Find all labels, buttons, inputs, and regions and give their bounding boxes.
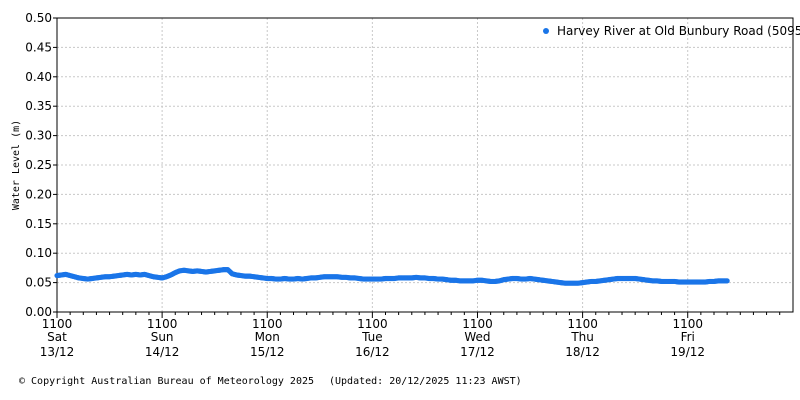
x-tick-time-label: 1100 xyxy=(357,317,388,331)
x-tick-date-label: 14/12 xyxy=(145,345,180,359)
legend-marker xyxy=(543,28,549,34)
x-tick-date-label: 19/12 xyxy=(670,345,705,359)
copyright-text: © Copyright Australian Bureau of Meteoro… xyxy=(19,376,314,387)
y-tick-label: 0.15 xyxy=(25,217,52,231)
x-tick-day-label: Thu xyxy=(570,330,594,344)
x-tick-day-label: Sat xyxy=(47,330,67,344)
y-tick-label: 0.25 xyxy=(25,158,52,172)
x-tick-day-label: Sun xyxy=(151,330,174,344)
x-tick-time-label: 1100 xyxy=(252,317,283,331)
y-tick-label: 0.45 xyxy=(25,40,52,54)
x-tick-time-label: 1100 xyxy=(462,317,493,331)
y-tick-label: 0.50 xyxy=(25,11,52,25)
x-tick-time-label: 1100 xyxy=(147,317,178,331)
x-tick-day-label: Mon xyxy=(255,330,280,344)
x-tick-date-label: 15/12 xyxy=(250,345,285,359)
y-tick-label: 0.35 xyxy=(25,99,52,113)
y-tick-label: 0.40 xyxy=(25,70,52,84)
y-tick-label: 0.10 xyxy=(25,246,52,260)
data-point xyxy=(724,278,730,284)
grid-lines xyxy=(56,17,793,313)
y-tick-label: 0.20 xyxy=(25,187,52,201)
x-axis-ticks: 1100Sat13/121100Sun14/121100Mon15/121100… xyxy=(40,312,781,359)
x-tick-date-label: 18/12 xyxy=(565,345,600,359)
x-tick-date-label: 17/12 xyxy=(460,345,495,359)
y-axis-ticks: 0.00 0.05 0.10 0.15 0.20 0.25 0.30 0.35 0.40 0.45… xyxy=(25,11,57,319)
y-tick-label: 0.30 xyxy=(25,129,52,143)
x-tick-day-label: Wed xyxy=(464,330,490,344)
x-tick-time-label: 1100 xyxy=(672,317,703,331)
x-tick-date-label: 16/12 xyxy=(355,345,390,359)
updated-text: (Updated: 20/12/2025 11:23 AWST) xyxy=(329,376,522,387)
x-tick-date-label: 13/12 xyxy=(40,345,75,359)
x-tick-day-label: Fri xyxy=(681,330,695,344)
x-tick-day-label: Tue xyxy=(361,330,383,344)
y-tick-label: 0.00 xyxy=(25,305,52,319)
legend: Harvey River at Old Bunbury Road (509589… xyxy=(543,24,800,38)
legend-label: Harvey River at Old Bunbury Road (509589… xyxy=(557,24,800,38)
y-tick-label: 0.05 xyxy=(25,276,52,290)
x-tick-time-label: 1100 xyxy=(567,317,598,331)
data-points xyxy=(54,267,730,286)
x-tick-time-label: 1100 xyxy=(42,317,73,331)
y-axis-title: Water Level (m) xyxy=(11,120,22,210)
